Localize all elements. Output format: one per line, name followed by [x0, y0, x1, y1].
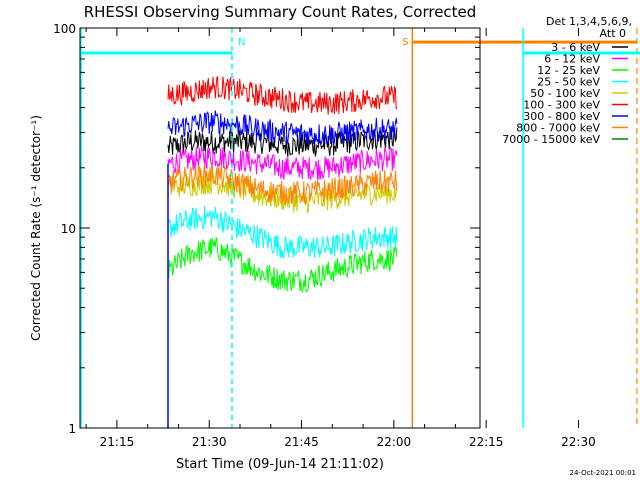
- series-line-3: [167, 205, 398, 260]
- x-tick-label-4: 22:15: [469, 435, 504, 449]
- y-tick-label-1: 10: [61, 222, 76, 236]
- annotation-label-0: N: [238, 37, 245, 48]
- legend-label-0: 3 - 6 keV: [551, 41, 600, 54]
- axes: 21:1521:3021:4522:0022:1522:3022:4511010…: [53, 22, 596, 449]
- series-line-2: [167, 237, 398, 294]
- series-line-7: [167, 163, 398, 207]
- series-line-5: [167, 76, 398, 115]
- legend-label-1: 6 - 12 keV: [544, 53, 600, 66]
- chart-title: RHESSI Observing Summary Count Rates, Co…: [84, 3, 477, 21]
- legend-header-line1: Det 1,3,4,5,6,9,: [546, 15, 632, 28]
- legend-label-8: 7000 - 15000 keV: [502, 133, 600, 146]
- x-tick-label-1: 21:30: [192, 435, 227, 449]
- y-axis-label: Corrected Count Rate (s⁻¹ detector⁻¹): [29, 115, 43, 341]
- x-tick-label-0: 21:15: [100, 435, 135, 449]
- legend-label-4: 50 - 100 keV: [530, 87, 600, 100]
- legend-label-5: 100 - 300 keV: [523, 99, 600, 112]
- date-stamp: 24-Oct-2021 00:01: [570, 469, 636, 477]
- legend-label-6: 300 - 800 keV: [523, 110, 600, 123]
- y-tick-label-2: 100: [53, 22, 76, 36]
- x-tick-label-5: 22:30: [561, 435, 596, 449]
- legend-label-3: 25 - 50 keV: [537, 76, 600, 89]
- x-tick-label-3: 22:00: [377, 435, 412, 449]
- x-axis-label: Start Time (09-Jun-14 21:11:02): [176, 457, 384, 472]
- legend-header-line2: Att 0: [600, 27, 626, 40]
- series-line-6: [167, 110, 398, 146]
- series-line-0: [167, 126, 398, 157]
- x-tick-label-2: 21:45: [284, 435, 319, 449]
- legend-label-7: 800 - 7000 keV: [516, 122, 600, 135]
- series-line-1: [167, 146, 398, 180]
- annotation-label-1: S: [402, 37, 408, 48]
- y-tick-label-0: 1: [68, 422, 76, 436]
- legend-label-2: 12 - 25 keV: [537, 64, 600, 77]
